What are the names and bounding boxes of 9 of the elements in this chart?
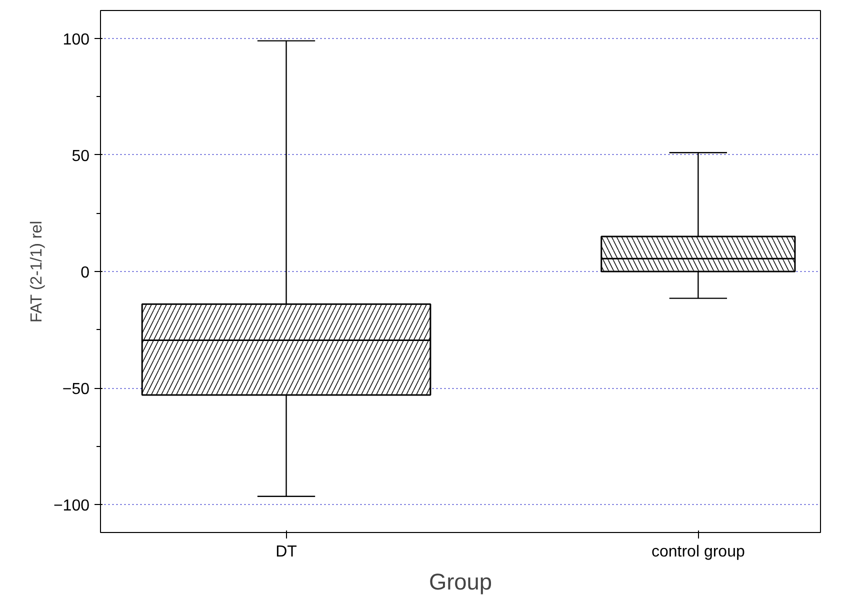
y-tick-label: 0	[80, 264, 90, 282]
y-tick-label: −50	[62, 381, 90, 398]
x-tick-label: DT	[276, 544, 298, 560]
y-tick-label: −100	[53, 498, 90, 515]
x-axis-title: Group	[429, 568, 492, 594]
y-tick-label: 100	[62, 31, 90, 48]
x-tick-label: control group	[651, 544, 745, 560]
y-tick-label: 50	[72, 148, 90, 165]
y-axis-title: FAT (2-1/1) rel	[28, 220, 46, 322]
